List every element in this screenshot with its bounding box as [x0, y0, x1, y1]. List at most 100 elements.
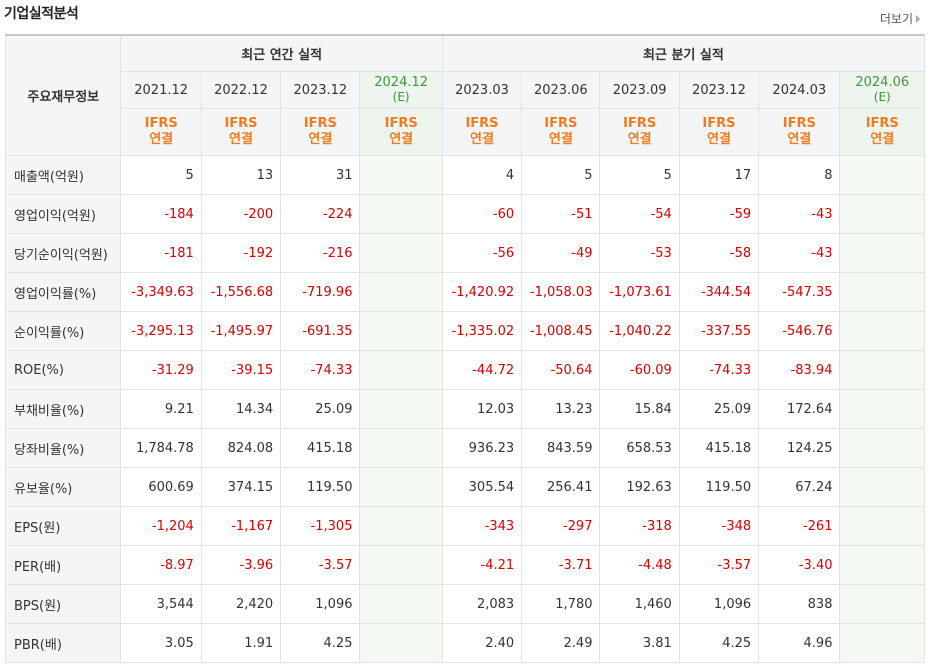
- value-cell: 192.63: [599, 467, 680, 507]
- ifrs-label: IFRS: [384, 116, 418, 131]
- value-cell: 25.09: [280, 389, 361, 429]
- value-cell: 2.40: [441, 623, 523, 663]
- value-cell: -83.94: [758, 350, 841, 390]
- value-cell: 4.96: [758, 623, 841, 663]
- value-cell: -1,040.22: [599, 311, 680, 351]
- value-cell: [359, 311, 443, 351]
- value-cell: -184: [120, 194, 202, 234]
- value-cell: -261: [758, 506, 841, 546]
- period-label: 2023.12: [293, 82, 348, 98]
- value-cell: [839, 350, 925, 390]
- consolidated-label: 연결: [870, 132, 895, 147]
- value-cell: -49: [521, 233, 601, 273]
- value-cell: [839, 233, 925, 273]
- financial-analysis-table: 주요재무정보 최근 연간 실적 최근 분기 실적 2021.12 2022.12 2…: [4, 34, 926, 663]
- value-cell: -31.29: [120, 350, 202, 390]
- value-cell: [359, 194, 443, 234]
- more-label: 더보기: [879, 12, 913, 26]
- ifrs-label: IFRS: [465, 116, 499, 131]
- value-cell: -1,058.03: [521, 272, 601, 312]
- consolidated-label: 연결: [308, 132, 333, 147]
- period-label: 2024.06: [855, 75, 910, 90]
- value-cell: -60.09: [599, 350, 680, 390]
- value-cell: [359, 506, 443, 546]
- ifrs-label: IFRS: [623, 116, 657, 131]
- row-label: 순이익률(%): [4, 311, 122, 351]
- table-row: 부채비율(%) 9.21 14.34 25.09 12.03 13.23 15.84 25.0…: [4, 389, 925, 429]
- value-cell: 843.59: [521, 428, 601, 468]
- value-cell: [359, 428, 443, 468]
- ifrs-label: IFRS: [702, 116, 736, 131]
- value-cell: [839, 272, 925, 312]
- value-cell: -297: [521, 506, 601, 546]
- value-cell: 31: [280, 155, 361, 195]
- period-label: 2021.12: [134, 82, 189, 98]
- value-cell: -53: [599, 233, 680, 273]
- period-header: 2024.03: [758, 71, 841, 109]
- value-cell: 2,083: [441, 584, 523, 624]
- value-cell: 305.54: [441, 467, 523, 507]
- value-cell: -43: [758, 194, 841, 234]
- value-cell: 4.25: [678, 623, 760, 663]
- value-cell: -44.72: [441, 350, 523, 390]
- value-cell: -3.57: [678, 545, 760, 585]
- value-cell: 824.08: [200, 428, 282, 468]
- value-cell: 25.09: [678, 389, 760, 429]
- value-cell: 8: [758, 155, 841, 195]
- row-label: BPS(원): [4, 584, 122, 624]
- ifrs-basis: IFRS 연결: [758, 108, 841, 156]
- value-cell: [359, 545, 443, 585]
- value-cell: -3,295.13: [120, 311, 202, 351]
- value-cell: -1,335.02: [441, 311, 523, 351]
- table-row: 영업이익(억원) -184 -200 -224 -60 -51 -54 -59 -43: [4, 194, 925, 234]
- value-cell: 4.25: [280, 623, 361, 663]
- period-header: 2024.12 (E): [359, 71, 443, 109]
- value-cell: -200: [200, 194, 282, 234]
- value-cell: [359, 350, 443, 390]
- more-link[interactable]: 더보기: [880, 10, 920, 27]
- value-cell: -1,073.61: [599, 272, 680, 312]
- value-cell: 1,096: [678, 584, 760, 624]
- value-cell: -224: [280, 194, 361, 234]
- period-header: 2023.12: [678, 71, 760, 109]
- value-cell: 600.69: [120, 467, 202, 507]
- table-row: 영업이익률(%) -3,349.63 -1,556.68 -719.96 -1,420.…: [4, 272, 925, 312]
- value-cell: -1,167: [200, 506, 282, 546]
- estimate-marker: (E): [392, 90, 410, 104]
- period-label: 2024.03: [772, 82, 827, 98]
- value-cell: [839, 584, 925, 624]
- value-cell: -4.21: [441, 545, 523, 585]
- row-label: 매출액(억원): [4, 155, 122, 195]
- value-cell: 838: [758, 584, 841, 624]
- consolidated-label: 연결: [627, 132, 652, 147]
- row-label: 부채비율(%): [4, 389, 122, 429]
- period-header: 2023.12: [280, 71, 361, 109]
- value-cell: -691.35: [280, 311, 361, 351]
- table-row: EPS(원) -1,204 -1,167 -1,305 -343 -297 -318 -348…: [4, 506, 925, 546]
- ifrs-basis: IFRS 연결: [599, 108, 680, 156]
- ifrs-basis: IFRS 연결: [359, 108, 443, 156]
- value-cell: 119.50: [678, 467, 760, 507]
- value-cell: -1,008.45: [521, 311, 601, 351]
- value-cell: -547.35: [758, 272, 841, 312]
- value-cell: [839, 467, 925, 507]
- value-cell: 5: [599, 155, 680, 195]
- value-cell: 124.25: [758, 428, 841, 468]
- period-header: 2024.06 (E): [839, 71, 925, 109]
- value-cell: [839, 623, 925, 663]
- value-cell: 4: [441, 155, 523, 195]
- value-cell: -3.57: [280, 545, 361, 585]
- value-cell: -318: [599, 506, 680, 546]
- value-cell: -1,420.92: [441, 272, 523, 312]
- value-cell: [839, 311, 925, 351]
- value-cell: -337.55: [678, 311, 760, 351]
- value-cell: 374.15: [200, 467, 282, 507]
- value-cell: 5: [120, 155, 202, 195]
- value-cell: 67.24: [758, 467, 841, 507]
- value-cell: 119.50: [280, 467, 361, 507]
- value-cell: -51: [521, 194, 601, 234]
- chevron-right-icon: [916, 14, 920, 23]
- value-cell: 1,780: [521, 584, 601, 624]
- row-label: 당기순이익(억원): [4, 233, 122, 273]
- consolidated-label: 연결: [149, 132, 174, 147]
